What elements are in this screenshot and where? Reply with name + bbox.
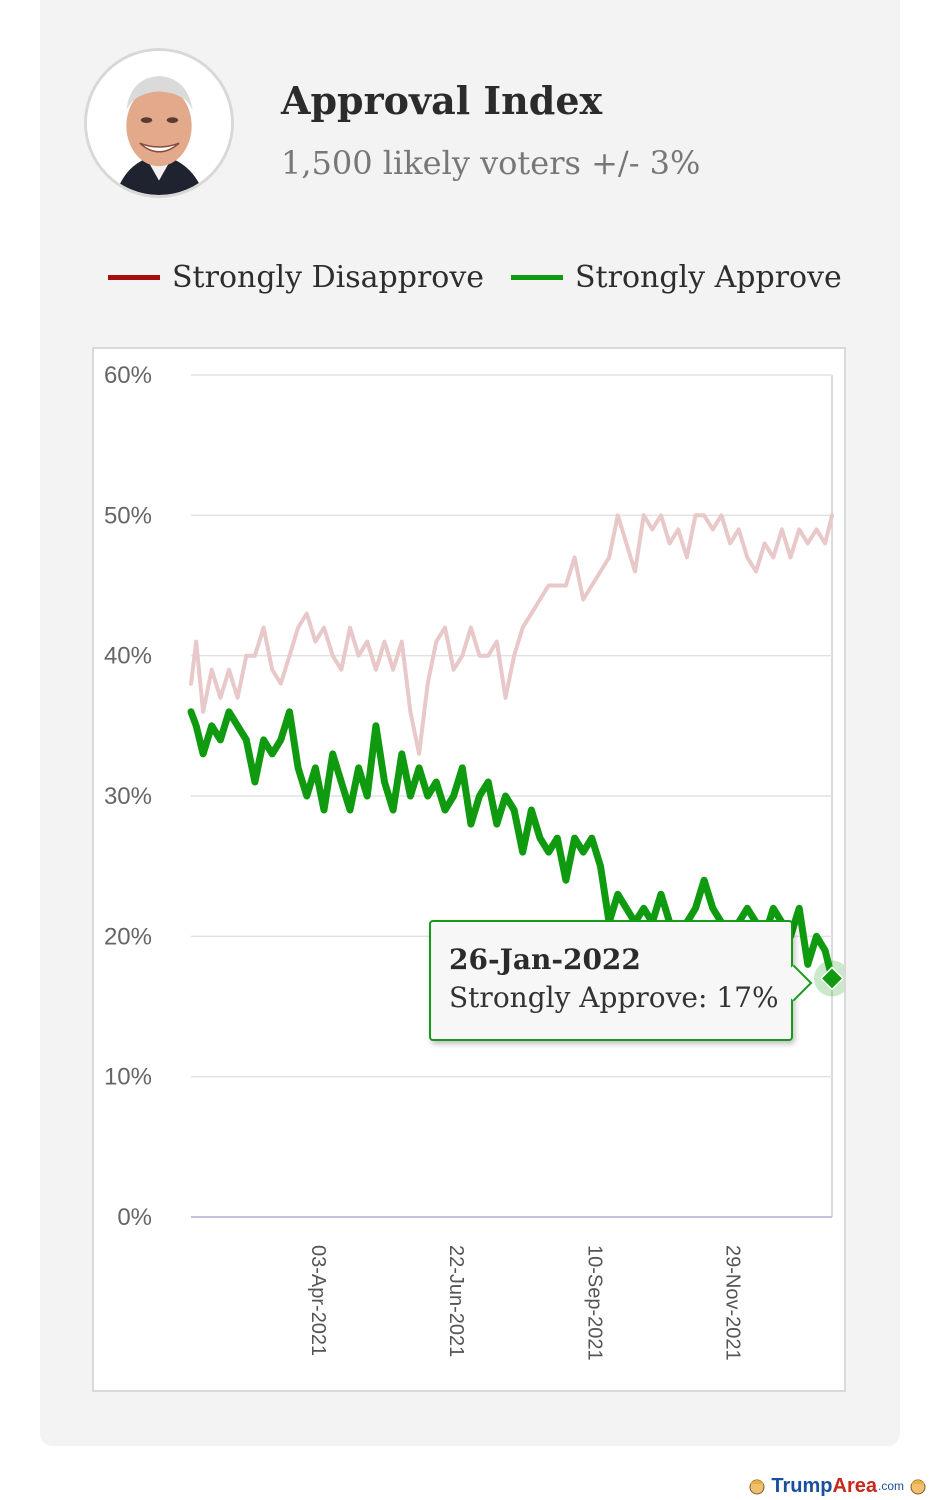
mascot-icon [910,1479,926,1495]
watermark-brand-a: Trump [771,1474,833,1497]
y-tick-label: 20% [104,923,152,950]
legend-label: Strongly Approve [575,260,842,295]
y-tick-label: 0% [117,1204,152,1231]
watermark-suffix: .com [877,1479,904,1493]
chart-subtitle: 1,500 likely voters +/- 3% [281,144,701,182]
chart-area: 0% 10% 20% 30% 40% 50% 60% 03-Apr-2021 22-Jun-20… [92,347,846,1392]
watermark-brand-b: Area [832,1474,877,1497]
x-tick-label: 03-Apr-2021 [307,1245,329,1356]
highlight-marker [819,966,844,991]
y-tick-label: 30% [104,783,152,810]
portrait-image [87,51,231,195]
line-chart: 0% 10% 20% 30% 40% 50% 60% 03-Apr-2021 22-Jun-20… [104,362,844,1361]
y-tick-label: 40% [104,643,152,670]
mascot-icon [749,1479,765,1495]
chart-legend: Strongly Disapprove Strongly Approve [108,260,848,304]
legend-label: Strongly Disapprove [172,260,485,295]
x-tick-label: 29-Nov-2021 [722,1245,744,1361]
y-tick-label: 60% [104,362,152,389]
x-tick-label: 10-Sep-2021 [583,1245,605,1361]
watermark: Trump Area .com [743,1474,932,1498]
series-line-strongly-disapprove [189,513,834,756]
portrait-avatar [84,48,234,198]
legend-swatch-red [108,275,160,280]
legend-swatch-green [511,275,563,280]
legend-item-strongly-approve[interactable]: Strongly Approve [511,260,842,295]
legend-item-strongly-disapprove[interactable]: Strongly Disapprove [108,260,484,295]
y-tick-label: 50% [104,502,152,529]
chart-title: Approval Index [281,78,603,123]
x-tick-label: 22-Jun-2021 [445,1245,467,1357]
chart-tooltip: 26-Jan-2022 Strongly Approve: 17% [429,920,813,1041]
tooltip-value: Strongly Approve: 17% [449,981,779,1014]
tooltip-date: 26-Jan-2022 [449,943,641,976]
y-tick-label: 10% [104,1064,152,1091]
